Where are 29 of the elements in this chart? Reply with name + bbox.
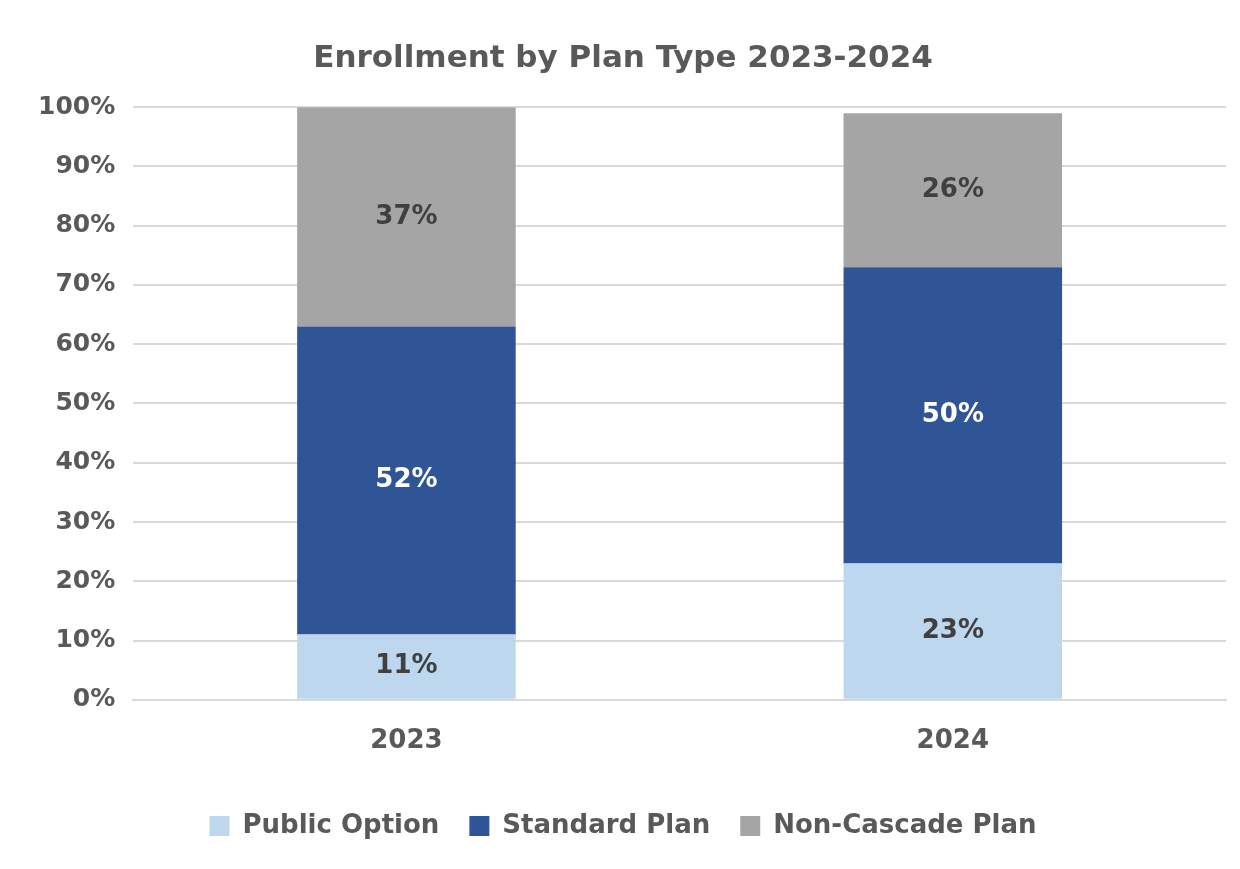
legend-label: Non-Cascade Plan xyxy=(773,808,1037,839)
y-tick-label: 60% xyxy=(55,327,116,357)
y-tick-label: 10% xyxy=(55,624,116,654)
bar xyxy=(297,107,516,327)
y-tick-label: 100% xyxy=(38,90,116,120)
y-tick-label: 30% xyxy=(55,505,116,535)
y-tick-label: 50% xyxy=(55,387,116,416)
data-label: 52% xyxy=(375,463,438,494)
data-label: 23% xyxy=(921,613,984,644)
bar xyxy=(843,267,1063,564)
chart-title: Enrollment by Plan Type 2023-2024 xyxy=(313,37,933,74)
y-tick-label: 0% xyxy=(72,683,116,713)
legend-label: Standard Plan xyxy=(502,808,711,839)
bar xyxy=(843,563,1063,699)
y-tick-label: 70% xyxy=(55,268,116,298)
data-label: 26% xyxy=(921,172,984,203)
y-tick-label: 80% xyxy=(55,209,116,239)
data-label: 50% xyxy=(921,398,984,429)
data-label: 11% xyxy=(375,649,438,680)
y-tick-label: 20% xyxy=(55,564,116,594)
bar xyxy=(297,634,516,699)
legend-label: Public Option xyxy=(242,808,440,839)
x-tick-label: 2024 xyxy=(916,724,989,755)
y-tick-label: 90% xyxy=(55,149,116,179)
x-tick-label: 2023 xyxy=(370,724,443,755)
y-tick-label: 40% xyxy=(55,446,116,476)
data-label: 37% xyxy=(375,199,438,230)
bar xyxy=(843,113,1063,268)
bar xyxy=(297,326,516,635)
